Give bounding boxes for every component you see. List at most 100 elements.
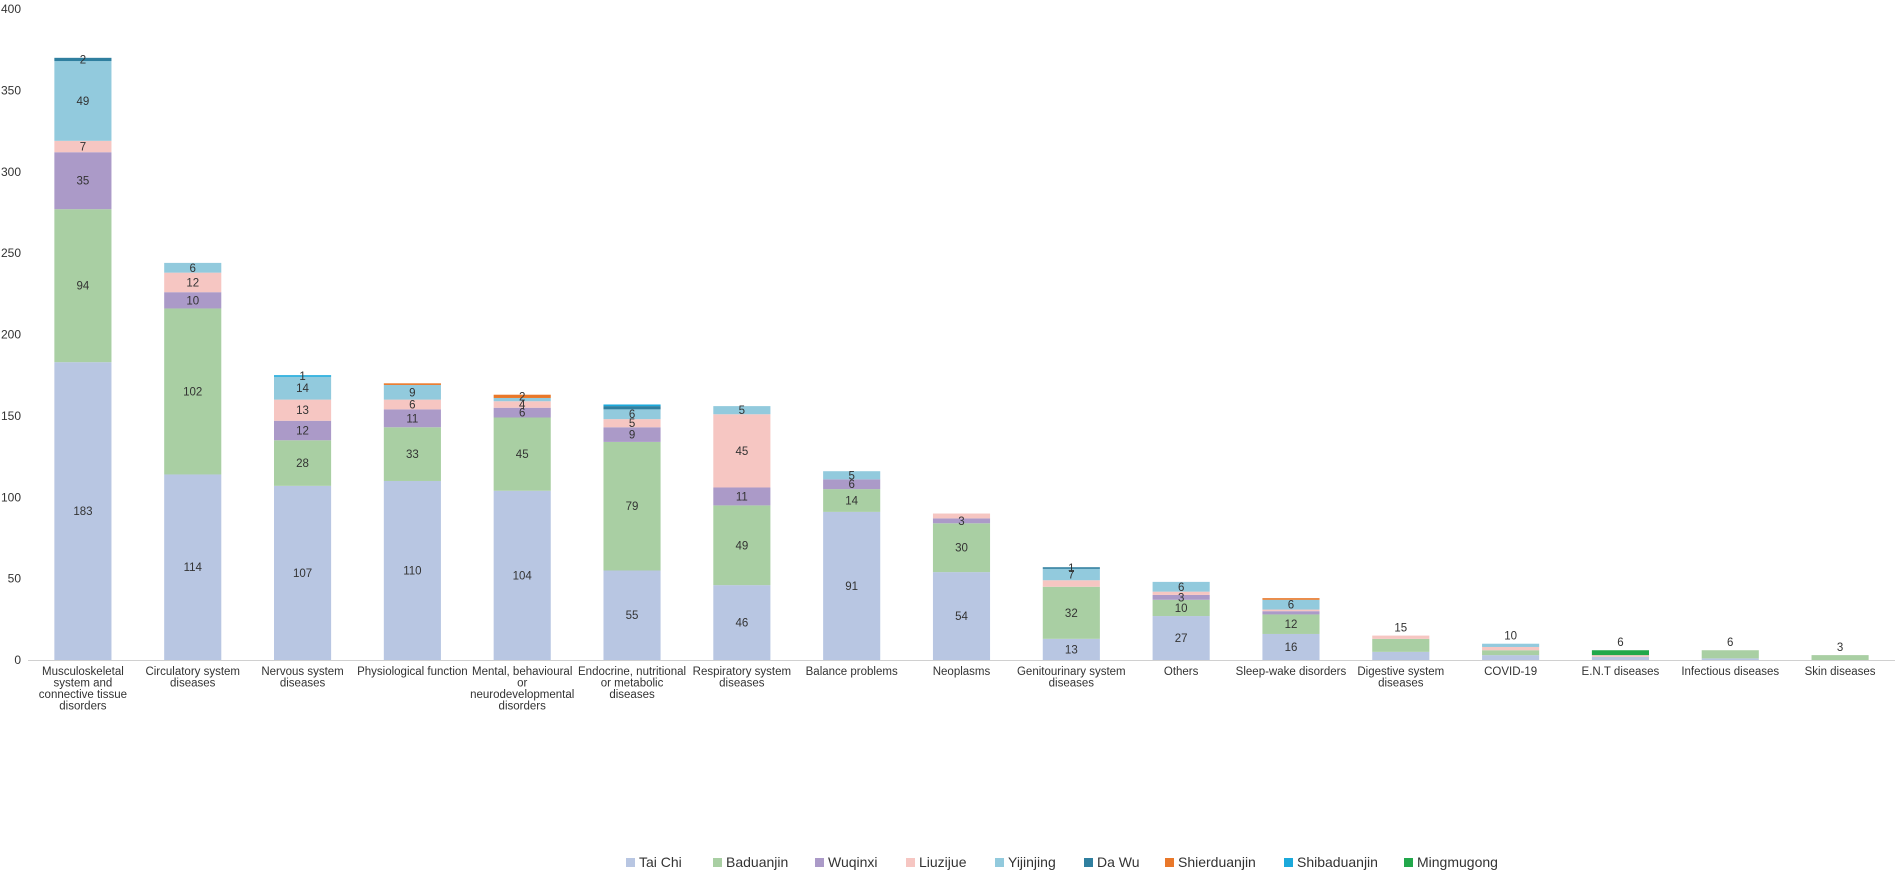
data-label: 6 xyxy=(1178,582,1184,594)
bar-segment-wuqinxi xyxy=(603,427,661,442)
bar-segment-tai-chi xyxy=(1591,656,1649,660)
legend-item-shierduanjin: Shierduanjin xyxy=(1165,854,1256,870)
bar-segment-wuqinxi xyxy=(54,152,112,210)
data-label: 28 xyxy=(296,458,309,470)
bar-segment-tai-chi xyxy=(274,485,332,660)
bar-segment-wuqinxi xyxy=(713,487,771,506)
data-label: 12 xyxy=(186,277,199,289)
data-label: 6 xyxy=(848,479,854,491)
data-label: 30 xyxy=(955,543,968,555)
x-category-label: Respiratory system diseases xyxy=(693,666,791,690)
data-label: 94 xyxy=(77,281,90,293)
x-category-label: Circulatory system diseases xyxy=(145,666,240,690)
x-category-label: Infectious diseases xyxy=(1681,666,1779,678)
data-label: 12 xyxy=(296,426,309,438)
data-label: 2 xyxy=(519,391,525,403)
data-label: 6 xyxy=(1617,637,1623,649)
bar-segment-liuzijue xyxy=(164,272,222,293)
bar-segment-yijinjing xyxy=(713,406,771,415)
bar-segment-baduanjin xyxy=(1042,586,1100,639)
data-label: 55 xyxy=(626,610,639,622)
x-category-label: Skin diseases xyxy=(1805,666,1876,678)
data-label: 16 xyxy=(1285,642,1298,654)
data-label: 7 xyxy=(1068,570,1074,582)
bar-segment-yijinjing xyxy=(493,397,551,402)
y-tick-label: 0 xyxy=(14,653,21,667)
bar-segment-yijinjing xyxy=(54,61,112,141)
legend-item-tai-chi: Tai Chi xyxy=(626,854,682,870)
data-label: 104 xyxy=(513,570,533,582)
legend-label: Yijinjing xyxy=(1008,854,1056,870)
x-category-label: Musculoskeletal system and connective tiss… xyxy=(39,666,127,713)
bar-segment-shierduanjin xyxy=(493,394,551,398)
bar-segment-liuzijue xyxy=(932,513,991,519)
legend-swatch xyxy=(1404,858,1413,867)
y-tick-label: 400 xyxy=(1,2,21,16)
data-label: 3 xyxy=(1178,592,1184,604)
legend-swatch xyxy=(1284,858,1293,867)
bar-segment-liuzijue xyxy=(1152,591,1210,595)
data-label: 13 xyxy=(1065,644,1078,656)
data-label: 54 xyxy=(955,611,968,623)
legend-swatch xyxy=(815,858,824,867)
y-axis: 0 50 100 150 200 250 300 350 400 xyxy=(1,2,21,667)
bar-segment-tai-chi xyxy=(1372,651,1430,660)
x-category-label: Endocrine, nutritional or metabolic diseas… xyxy=(578,666,686,701)
legend-item-liuzijue: Liuzijue xyxy=(906,854,967,870)
data-label: 4 xyxy=(519,399,526,411)
data-label: 14 xyxy=(845,496,858,508)
bar-segment-liuzijue xyxy=(1591,655,1649,657)
bar-segment-baduanjin xyxy=(164,308,222,475)
data-label: 5 xyxy=(629,418,635,430)
bars xyxy=(54,57,1869,660)
data-label: 45 xyxy=(516,449,529,461)
bar-segment-wuqinxi xyxy=(164,292,222,309)
data-label: 5 xyxy=(848,470,854,482)
bar-segment-baduanjin xyxy=(54,209,112,363)
bar-segment-da-wu xyxy=(603,406,661,410)
data-label: 107 xyxy=(293,568,312,580)
legend-item-baduanjin: Baduanjin xyxy=(713,854,788,870)
y-tick-label: 100 xyxy=(1,490,21,504)
bar-segment-wuqinxi xyxy=(493,407,551,418)
x-category-label: Others xyxy=(1164,666,1199,678)
legend-label: Baduanjin xyxy=(726,854,788,870)
bar-segment-tai-chi xyxy=(383,480,441,660)
bar-segment-tai-chi xyxy=(1042,638,1100,660)
bar-segment-wuqinxi xyxy=(823,479,881,490)
data-label: 49 xyxy=(77,96,90,108)
legend-label: Liuzijue xyxy=(919,854,967,870)
bar-segment-tai-chi xyxy=(1262,633,1320,660)
bar-segment-shibaduanjin xyxy=(603,404,661,407)
data-label: 1 xyxy=(1068,563,1074,575)
bar-segment-tai-chi xyxy=(1701,658,1759,660)
data-label: 6 xyxy=(519,408,525,420)
bar-segment-yijinjing xyxy=(383,384,441,400)
data-label: 27 xyxy=(1175,633,1188,645)
bar-segment-baduanjin xyxy=(1701,650,1759,659)
data-label: 1 xyxy=(299,371,305,383)
data-label: 6 xyxy=(1727,637,1733,649)
bar-segment-liuzijue xyxy=(603,419,661,428)
bar-segment-tai-chi xyxy=(1482,655,1540,660)
data-label: 11 xyxy=(406,413,418,425)
legend-label: Wuqinxi xyxy=(828,854,878,870)
data-label: 10 xyxy=(186,295,199,307)
bar-segment-yijinjing xyxy=(164,262,222,273)
data-label: 3 xyxy=(958,516,964,528)
data-label: 2 xyxy=(80,54,86,66)
data-label: 14 xyxy=(296,383,309,395)
bar-segment-yijinjing xyxy=(603,409,661,420)
data-label: 33 xyxy=(406,449,419,461)
x-category-label: Sleep-wake disorders xyxy=(1236,666,1347,678)
bar-segment-liuzijue xyxy=(274,399,332,421)
data-label: 91 xyxy=(845,581,858,593)
bar-segment-tai-chi xyxy=(823,511,881,660)
legend-swatch xyxy=(1084,858,1093,867)
bar-segment-baduanjin xyxy=(274,440,332,486)
bar-segment-liuzijue xyxy=(1372,635,1430,639)
data-label: 15 xyxy=(1394,623,1407,635)
bar-segment-shierduanjin xyxy=(1262,598,1320,600)
legend: Tai Chi Baduanjin Wuqinxi Liuzijue Yijinjing… xyxy=(626,854,1498,870)
